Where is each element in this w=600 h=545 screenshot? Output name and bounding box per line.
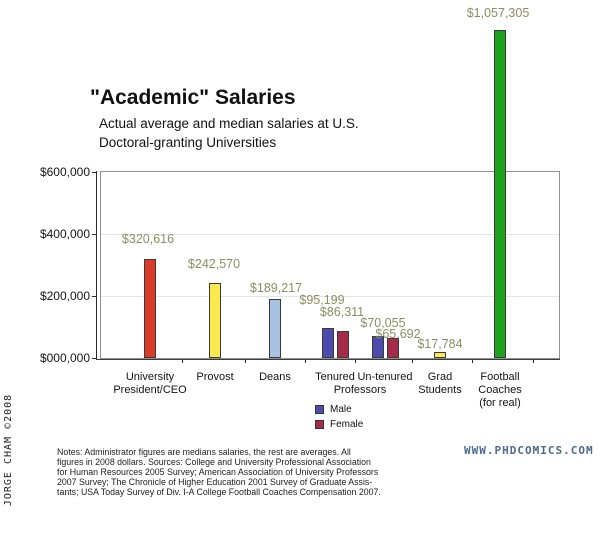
x-axis-tick bbox=[472, 360, 473, 363]
gridline bbox=[101, 234, 559, 235]
x-category-label: Football bbox=[480, 371, 520, 383]
phdcomics-watermark: WWW.PHDCOMICS.COM bbox=[464, 444, 594, 457]
bar-value-label: $70,055 bbox=[360, 316, 406, 330]
plot-area bbox=[100, 171, 560, 359]
bar-provost bbox=[209, 283, 221, 358]
bar-grad-students bbox=[434, 352, 446, 358]
x-category-label: Grad bbox=[427, 371, 453, 383]
legend-label-female: Female bbox=[330, 418, 364, 430]
bar-value-label: $1,057,305 bbox=[466, 6, 530, 20]
bar-value-label: $17,784 bbox=[417, 337, 463, 351]
bar-value-label: $242,570 bbox=[187, 257, 241, 271]
bar-value-label: $95,199 bbox=[299, 293, 345, 307]
x-category-label: Students bbox=[418, 384, 462, 396]
x-category-label: Provost bbox=[196, 371, 234, 383]
x-axis-tick bbox=[355, 360, 356, 363]
y-axis-tick bbox=[92, 358, 96, 359]
bar-un-tenured-female bbox=[387, 338, 399, 358]
x-axis-tick bbox=[182, 360, 183, 363]
legend-swatch-female bbox=[315, 419, 324, 429]
y-axis-line bbox=[96, 171, 97, 359]
chart-subtitle-line-1: Actual average and median salaries at U.… bbox=[99, 116, 359, 131]
x-axis-tick bbox=[305, 360, 306, 363]
chart-subtitle-line-2: Doctoral-granting Universities bbox=[99, 135, 277, 150]
y-axis-tick-label: $600,000 bbox=[39, 165, 90, 179]
footnote-line: tants; USA Today Survey of Div. I-A Coll… bbox=[57, 487, 381, 497]
x-axis-tick bbox=[412, 360, 413, 363]
bar-university-presidentceo bbox=[144, 259, 156, 358]
bar-tenured-female bbox=[337, 331, 349, 358]
x-category-label: Tenured bbox=[315, 371, 355, 383]
y-axis-tick-label: $200,000 bbox=[39, 289, 90, 303]
y-axis-tick-label: $000,000 bbox=[39, 351, 90, 365]
bar-un-tenured-male bbox=[372, 336, 384, 358]
footnote-line: 2007 Survey; The Chronicle of Higher Edu… bbox=[57, 477, 373, 487]
bar-value-label: $86,311 bbox=[319, 305, 365, 319]
x-category-label: Un-tenured bbox=[357, 371, 413, 383]
chart-title: "Academic" Salaries bbox=[90, 86, 296, 109]
legend-swatch-male bbox=[315, 405, 324, 414]
gridline bbox=[101, 296, 559, 297]
footnote-line: figures in 2008 dollars. Sources: Colleg… bbox=[57, 457, 371, 467]
legend-label-male: Male bbox=[330, 404, 352, 415]
x-category-label: Deans bbox=[259, 371, 291, 383]
bar-value-label: $65,692 bbox=[375, 327, 421, 341]
y-axis-tick bbox=[92, 172, 96, 173]
x-category-label: Coaches bbox=[478, 384, 522, 396]
x-category-label: President/CEO bbox=[113, 384, 187, 396]
bar-deans bbox=[269, 299, 281, 358]
x-axis-tick bbox=[245, 360, 246, 363]
bar-tenured-male bbox=[322, 328, 334, 358]
x-category-label: (for real) bbox=[479, 397, 521, 409]
y-axis-tick bbox=[92, 296, 96, 297]
y-axis-tick bbox=[92, 234, 96, 235]
bar-value-label: $320,616 bbox=[121, 232, 175, 246]
y-axis-tick-label: $400,000 bbox=[39, 227, 90, 241]
x-axis-line bbox=[96, 359, 560, 360]
footnote-line: for Human Resources 2005 Survey; America… bbox=[57, 467, 379, 477]
x-category-label: University bbox=[125, 371, 175, 383]
x-category-span-label: Professors bbox=[333, 384, 387, 396]
bar-football-coaches-forreal bbox=[494, 30, 506, 358]
footnotes: Notes: Administrator figures are medians… bbox=[57, 447, 381, 497]
bar-value-label: $189,217 bbox=[249, 281, 303, 295]
footnote-line: Notes: Administrator figures are medians… bbox=[57, 447, 351, 457]
x-axis-tick bbox=[533, 360, 534, 363]
